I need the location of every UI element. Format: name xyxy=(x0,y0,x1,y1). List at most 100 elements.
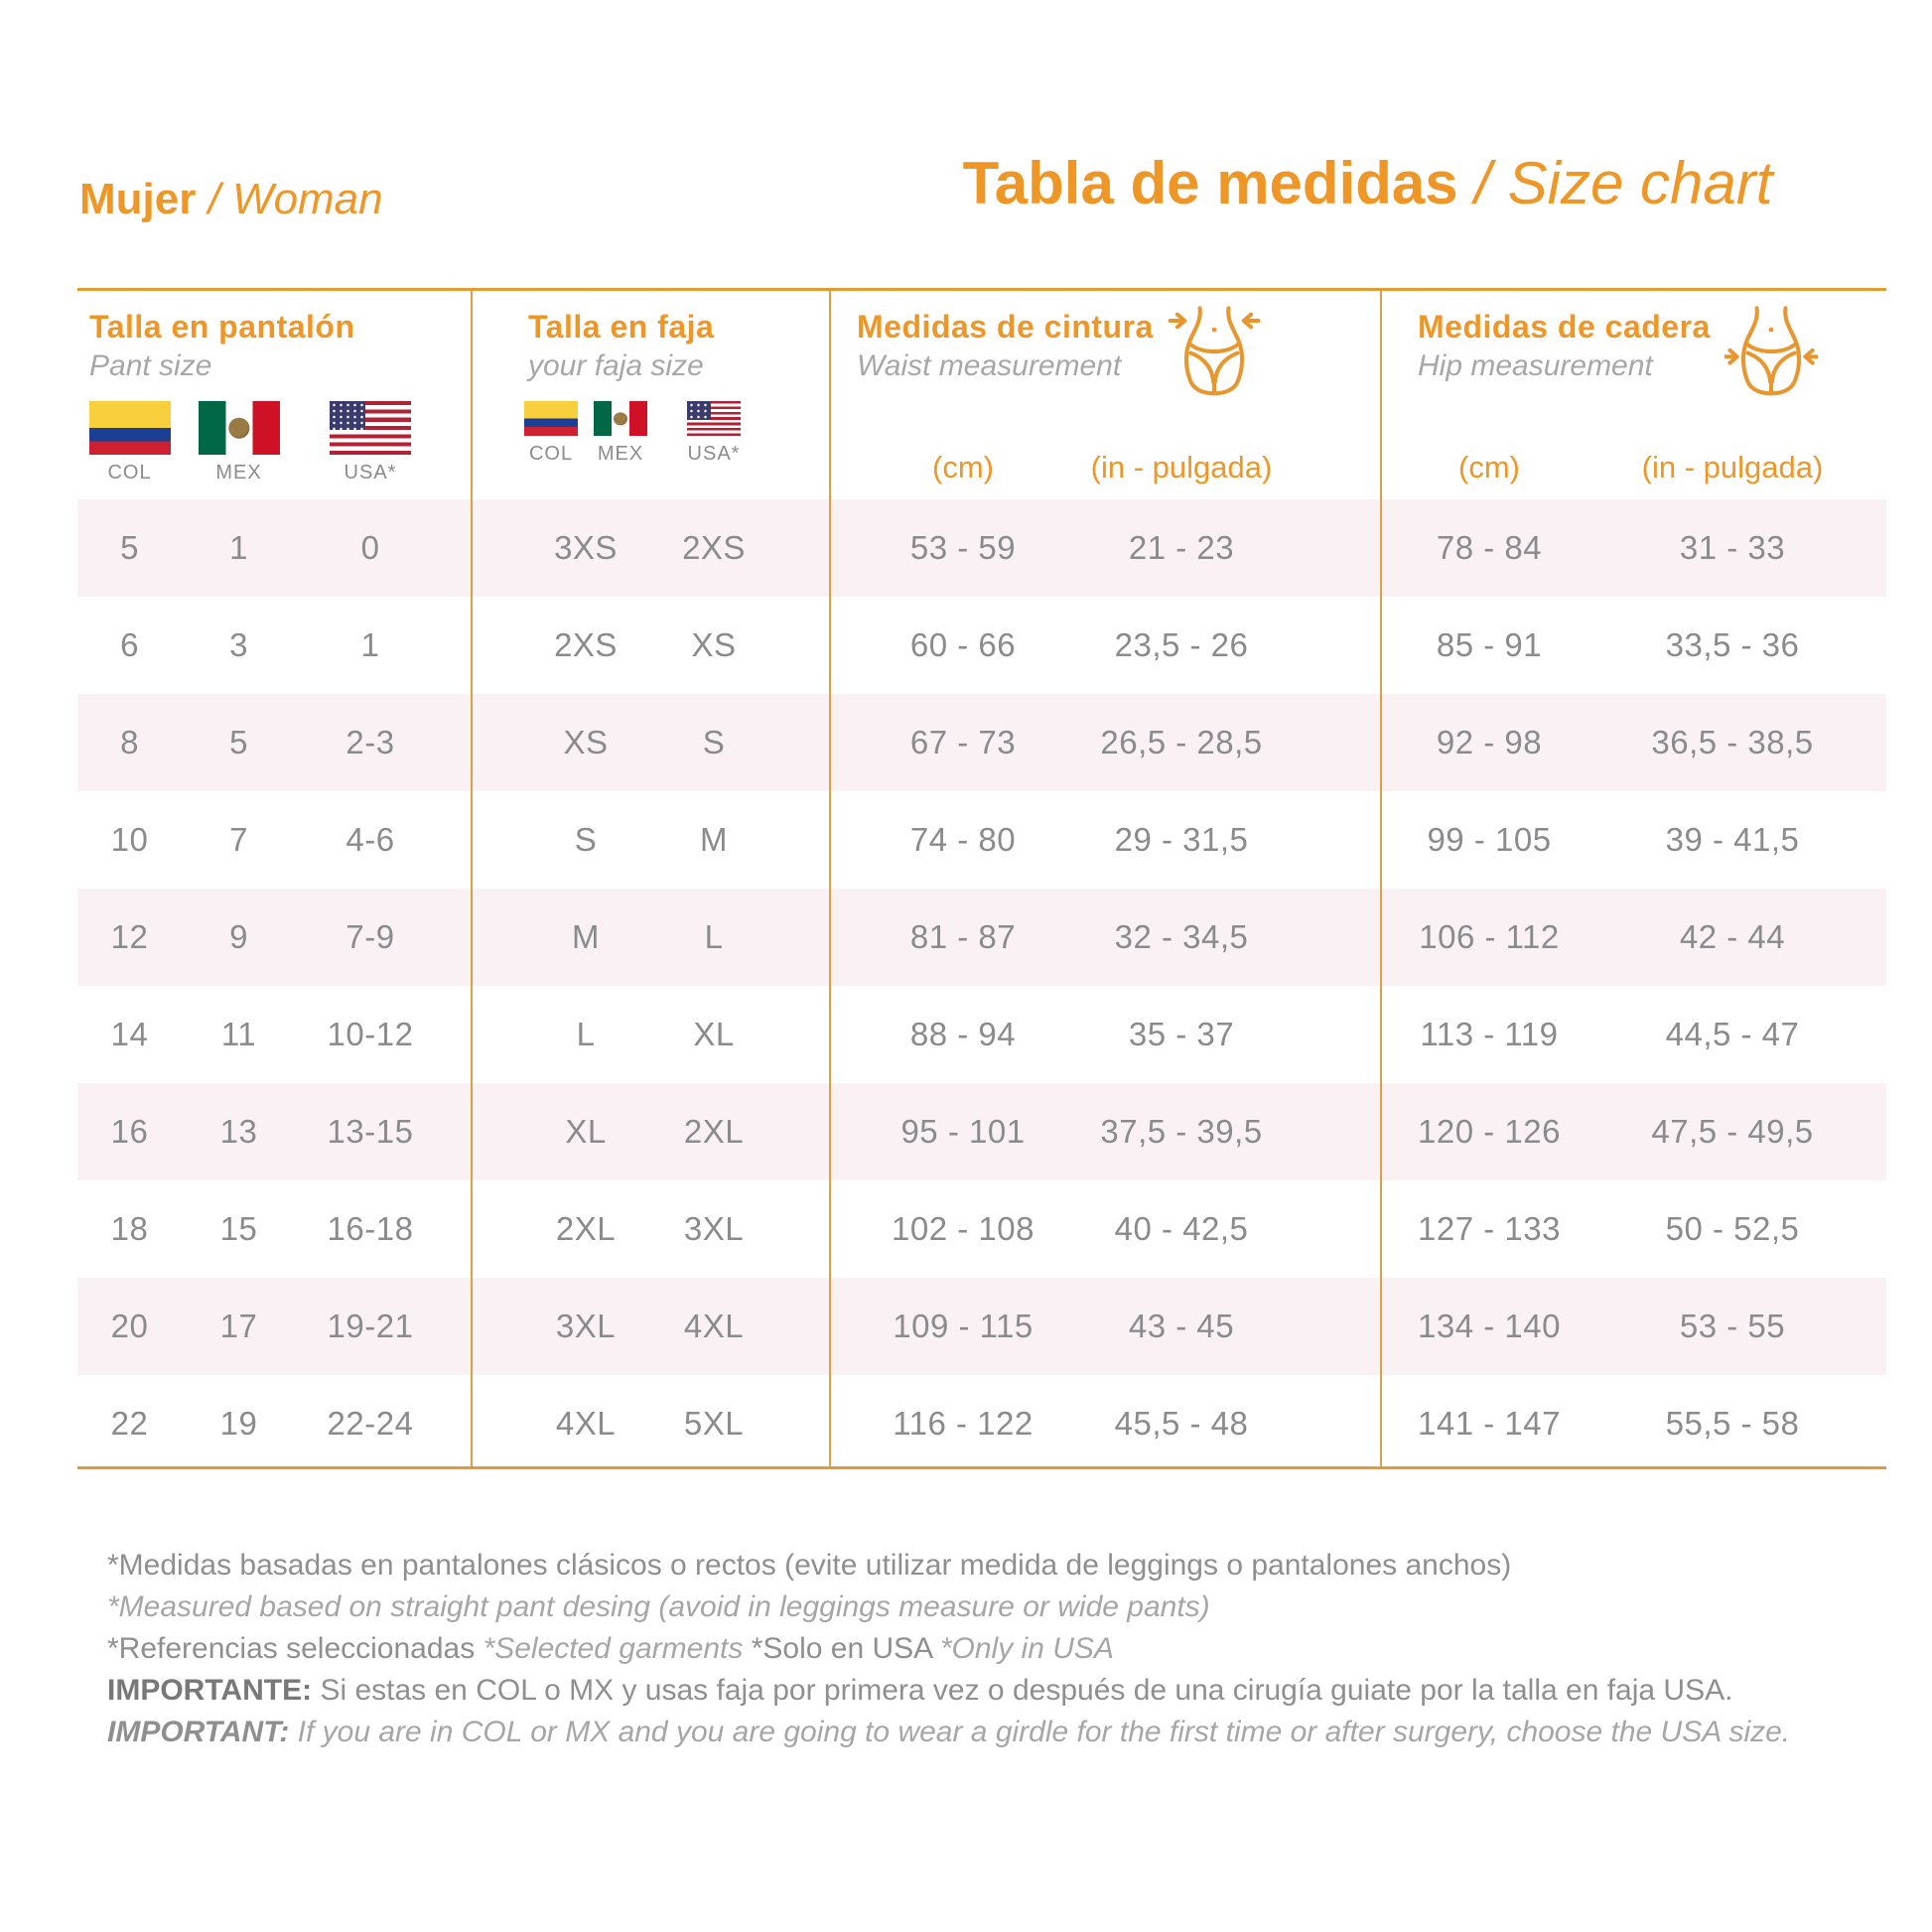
footnote-segment: *Referencias seleccionadas xyxy=(107,1632,483,1665)
cell-pant-col: 18 xyxy=(110,1210,149,1247)
cell-waist-in: 21 - 23 xyxy=(1128,529,1235,566)
cell-pant-usa: 2-3 xyxy=(345,724,395,760)
cell-hip-in: 39 - 41,5 xyxy=(1665,821,1800,858)
cell-faja-usa: 2XS xyxy=(682,529,746,566)
usa-flag-stack: USA* xyxy=(330,401,411,484)
column-divider xyxy=(1380,291,1382,1466)
waist-measurement-icon xyxy=(1168,303,1261,401)
cell-pant-usa: 10-12 xyxy=(327,1016,414,1052)
cell-waist-cm: 67 - 73 xyxy=(909,724,1017,760)
cell-faja-usa: XL xyxy=(693,1016,735,1052)
cell-pant-usa: 4-6 xyxy=(345,821,395,858)
cell-faja-usa: XS xyxy=(691,626,737,663)
footnote-line: IMPORTANT: If you are in COL or MX and y… xyxy=(107,1712,1855,1753)
colombia-flag-stack: COL xyxy=(88,401,171,484)
footnote-segment: *Only in USA xyxy=(939,1632,1114,1665)
group-subtitle: Waist measurement xyxy=(857,349,1122,382)
size-table: Talla en pantalón Pant size Talla en faj… xyxy=(77,288,1886,1469)
pant-size-group-header: Talla en pantalón Pant size xyxy=(77,291,471,401)
cell-pant-col: 6 xyxy=(120,626,139,663)
cell-faja-usa: S xyxy=(702,724,726,760)
group-title: Talla en pantalón xyxy=(89,309,355,345)
table-row: 5 1 0 3XS 2XS 53 - 59 21 - 23 78 - 84 31 - 33 xyxy=(77,499,1886,597)
footnote-segment: IMPORTANT: xyxy=(107,1716,298,1748)
cell-hip-in: 47,5 - 49,5 xyxy=(1651,1113,1814,1150)
cell-waist-in: 23,5 - 26 xyxy=(1114,626,1249,663)
cell-pant-mex: 15 xyxy=(219,1210,258,1247)
column-divider xyxy=(829,291,831,1466)
cell-faja-col-mex: 4XL xyxy=(555,1405,617,1442)
cell-faja-col-mex: 2XL xyxy=(555,1210,617,1247)
cell-waist-cm: 116 - 122 xyxy=(893,1405,1034,1442)
mexico-flag xyxy=(594,401,647,436)
table-body: 5 1 0 3XS 2XS 53 - 59 21 - 23 78 - 84 31 - 33 6 3 1… xyxy=(77,499,1886,1472)
cell-pant-usa: 1 xyxy=(360,626,380,663)
cell-pant-col: 22 xyxy=(110,1405,149,1442)
cell-pant-col: 14 xyxy=(110,1016,149,1052)
table-row: 18 15 16-18 2XL 3XL 102 - 108 40 - 42,5 127 - 1… xyxy=(77,1180,1886,1278)
page-title-es: Tabla de medidas xyxy=(962,150,1458,216)
group-header-row: Talla en pantalón Pant size Talla en faj… xyxy=(77,291,1886,396)
cell-hip-cm: 85 - 91 xyxy=(1436,626,1543,663)
table-row: 22 19 22-24 4XL 5XL 116 - 122 45,5 - 48 141 - 1… xyxy=(77,1375,1886,1472)
cell-faja-col-mex: 2XS xyxy=(554,626,618,663)
cell-faja-usa: L xyxy=(704,918,724,955)
cell-hip-cm: 106 - 112 xyxy=(1419,918,1560,955)
cell-pant-mex: 13 xyxy=(219,1113,258,1150)
cell-hip-cm: 127 - 133 xyxy=(1418,1210,1561,1247)
cell-waist-cm: 95 - 101 xyxy=(900,1113,1026,1150)
cell-pant-col: 5 xyxy=(120,529,139,566)
table-row: 8 5 2-3 XS S 67 - 73 26,5 - 28,5 92 - 98 36,5 - … xyxy=(77,694,1886,791)
mexico-flag xyxy=(198,401,280,455)
cell-faja-usa: M xyxy=(700,821,728,858)
cell-hip-cm: 134 - 140 xyxy=(1418,1308,1561,1344)
cell-faja-usa: 5XL xyxy=(683,1405,745,1442)
page-title-en: / Size chart xyxy=(1457,150,1773,216)
cell-pant-usa: 16-18 xyxy=(327,1210,414,1247)
cell-hip-cm: 92 - 98 xyxy=(1436,724,1543,760)
footnote-line: *Medidas basadas en pantalones clásicos … xyxy=(107,1545,1855,1587)
cell-pant-mex: 11 xyxy=(220,1016,257,1052)
group-subtitle: Pant size xyxy=(89,349,212,382)
cell-faja-usa: 3XL xyxy=(683,1210,745,1247)
footnote-segment: If you are in COL or MX and you are goin… xyxy=(297,1716,1791,1748)
cell-waist-cm: 81 - 87 xyxy=(909,918,1017,955)
cell-faja-usa: 4XL xyxy=(683,1308,745,1344)
cell-hip-in: 55,5 - 58 xyxy=(1665,1405,1800,1442)
cell-waist-in: 26,5 - 28,5 xyxy=(1100,724,1263,760)
faja-size-group-header: Talla en faja your faja size xyxy=(471,291,829,401)
cell-pant-usa: 0 xyxy=(360,529,380,566)
cell-waist-cm: 102 - 108 xyxy=(892,1210,1035,1247)
cell-pant-col: 16 xyxy=(110,1113,149,1150)
flag-label: USA* xyxy=(687,443,741,465)
cell-pant-col: 10 xyxy=(110,821,149,858)
colombia-flag xyxy=(88,401,171,455)
cell-waist-in: 35 - 37 xyxy=(1128,1016,1235,1052)
footnote-segment: *Medidas basadas en pantalones clásicos … xyxy=(107,1549,1512,1582)
table-row: 14 11 10-12 L XL 88 - 94 35 - 37 113 - 119 44,5 … xyxy=(77,986,1886,1083)
waist-cm-unit-label: (cm) xyxy=(932,450,994,484)
cell-hip-in: 44,5 - 47 xyxy=(1665,1016,1800,1052)
table-row: 10 7 4-6 S M 74 - 80 29 - 31,5 99 - 105 39 - 41,… xyxy=(77,791,1886,889)
usa-flag xyxy=(687,401,741,436)
cell-hip-cm: 113 - 119 xyxy=(1420,1016,1559,1052)
table-row: 20 17 19-21 3XL 4XL 109 - 115 43 - 45 134 - 140… xyxy=(77,1278,1886,1375)
cell-waist-cm: 74 - 80 xyxy=(909,821,1017,858)
group-subtitle: Hip measurement xyxy=(1418,349,1653,382)
cell-pant-mex: 19 xyxy=(219,1405,258,1442)
cell-pant-col: 12 xyxy=(110,918,149,955)
cell-waist-in: 37,5 - 39,5 xyxy=(1100,1113,1263,1150)
cell-faja-col-mex: S xyxy=(574,821,598,858)
footnote-segment: *Solo en USA xyxy=(751,1632,940,1665)
mexico-flag-stack: MEX xyxy=(198,401,280,484)
cell-faja-col-mex: 3XL xyxy=(555,1308,617,1344)
gender-title: Mujer / Woman xyxy=(79,175,383,224)
flag-label: COL xyxy=(528,443,574,465)
waist-in-unit-label: (in - pulgada) xyxy=(1090,450,1273,484)
cell-pant-usa: 22-24 xyxy=(327,1405,414,1442)
hip-measurement-icon xyxy=(1723,303,1819,401)
cell-hip-cm: 141 - 147 xyxy=(1418,1405,1561,1442)
cell-faja-usa: 2XL xyxy=(683,1113,745,1150)
cell-pant-mex: 5 xyxy=(229,724,248,760)
